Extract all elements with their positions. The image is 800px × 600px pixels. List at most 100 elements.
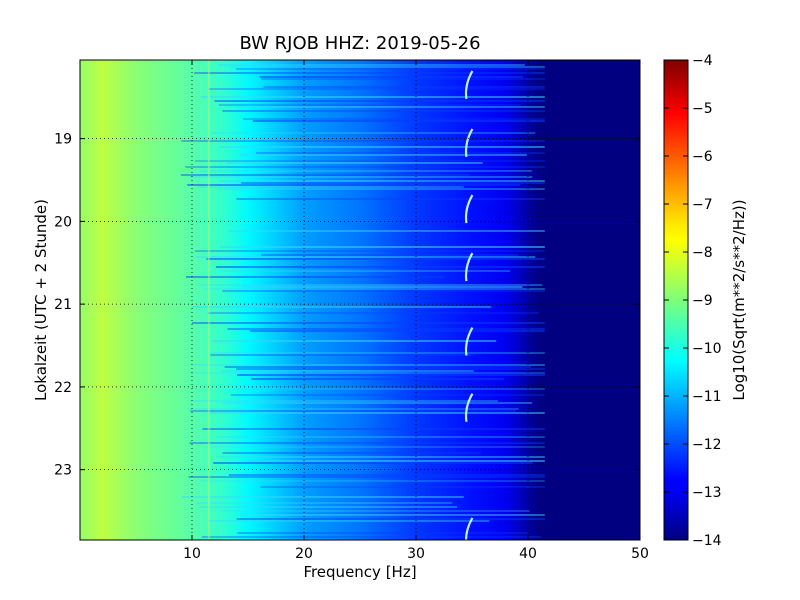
- colorbar-tick-label: −9: [692, 293, 713, 309]
- spectrogram-stripe: [219, 146, 545, 148]
- spectrogram-stripe: [228, 474, 545, 476]
- spectrogram-stripe: [222, 290, 545, 292]
- spectrogram-stripe: [209, 352, 545, 354]
- colorbar-tick-label: −8: [692, 245, 713, 261]
- spectrogram-stripe: [240, 154, 527, 156]
- spectrogram-stripe: [243, 118, 545, 120]
- spectrogram-stripe: [230, 66, 545, 68]
- spectrogram-stripe: [218, 64, 525, 66]
- narrowband-burst: [464, 393, 474, 422]
- spectrogram-stripe: [251, 378, 505, 380]
- spectrogram-stripe: [236, 198, 545, 200]
- spectrogram-stripe: [196, 502, 453, 504]
- chart-title: BW RJOB HHZ: 2019-05-26: [239, 33, 480, 54]
- narrowband-burst: [464, 326, 474, 356]
- colorbar-tick-label: −12: [692, 437, 722, 453]
- y-axis-label: Lokalzeit (UTC + 2 Stunde): [32, 199, 50, 401]
- spectrogram-stripe: [206, 258, 545, 260]
- spectrogram-stripe: [225, 162, 483, 164]
- narrowband-burst: [464, 70, 474, 100]
- spectrogram-stripe: [220, 510, 530, 512]
- spectrogram-stripe: [200, 96, 545, 98]
- spectrogram-stripe: [208, 88, 545, 90]
- x-tick-label: 20: [295, 546, 313, 562]
- spectrogram-stripe: [189, 442, 545, 444]
- spectrogram-stripe: [189, 372, 545, 374]
- plot-area: [80, 60, 640, 540]
- colorbar-tick-label: −5: [692, 101, 713, 117]
- spectrogram-stripe: [194, 160, 545, 162]
- y-tick-label: 22: [54, 380, 72, 396]
- spectrogram-stripe: [213, 462, 533, 464]
- narrowband-burst: [464, 252, 474, 282]
- spectrogram-stripe: [247, 460, 545, 462]
- spectrogram-stripe: [191, 322, 545, 324]
- spectrogram-stripe: [208, 520, 490, 522]
- spectrogram-stripe: [215, 266, 545, 268]
- spectrogram-stripe: [256, 152, 545, 154]
- y-axis: 19 20 21 22 23: [54, 132, 640, 479]
- colorbar: −14 −13 −12 −11 −10 −9 −8 −7 −6 −5 −4 Log10(Sqrt(m…: [663, 53, 748, 549]
- x-tick-label: 50: [631, 546, 649, 562]
- spectrogram-stripe: [232, 388, 545, 390]
- y-tick-label: 23: [54, 463, 72, 479]
- spectrogram-stripe: [212, 340, 497, 342]
- spectrogram-stripe: [230, 394, 545, 396]
- colorbar-tick-label: −14: [692, 533, 722, 549]
- spectrogram-stripe: [185, 166, 545, 168]
- spectrogram-stripe: [200, 480, 545, 482]
- spectrogram-stripes: [180, 64, 545, 538]
- spectrogram-stripe: [236, 368, 545, 370]
- x-tick-label: 30: [407, 546, 425, 562]
- colorbar-label: Log10(Sqrt(m**2/s**2/Hz)): [730, 199, 748, 400]
- spectrogram-stripe: [187, 408, 519, 410]
- spectrogram-stripe: [263, 86, 545, 88]
- spectrogram-stripe: [227, 328, 545, 330]
- spectrogram-stripe: [218, 180, 545, 182]
- spectrogram-stripe: [250, 330, 545, 332]
- spectrogram-stripe: [237, 106, 545, 108]
- spectrogram-stripe: [181, 140, 545, 142]
- spectrogram-stripe: [237, 374, 545, 376]
- spectrogram-stripe: [207, 412, 545, 414]
- narrowband-line: [207, 60, 210, 540]
- spectrogram-stripe: [240, 514, 545, 516]
- spectrogram-stripe: [196, 256, 536, 258]
- spectrogram-stripe: [236, 518, 545, 520]
- y-tick-label: 20: [54, 214, 72, 230]
- grid-lines: [80, 60, 640, 540]
- spectrogram-stripe: [216, 436, 545, 438]
- spectrogram-stripe: [222, 402, 533, 404]
- spectrogram-stripe: [217, 188, 545, 190]
- spectrogram-stripe: [191, 400, 499, 402]
- spectrogram-stripe: [207, 312, 539, 314]
- spectrogram-stripe: [216, 456, 545, 458]
- spectrogram-stripe: [261, 254, 519, 256]
- spectrogram-stripe: [201, 536, 541, 538]
- spectrogram-features: [207, 60, 474, 540]
- colorbar-tick-label: −7: [692, 197, 713, 213]
- spectrogram-stripe: [193, 364, 545, 366]
- spectrogram-stripe: [185, 276, 445, 278]
- colorbar-ticks: −14 −13 −12 −11 −10 −9 −8 −7 −6 −5 −4: [664, 53, 722, 549]
- narrowband-burst: [464, 517, 474, 540]
- spectrogram-stripe: [194, 250, 545, 252]
- narrowband-burst: [464, 194, 474, 224]
- spectrogram-stripe: [224, 366, 532, 368]
- spectrogram-stripe: [202, 428, 545, 430]
- spectrogram-stripe: [199, 506, 458, 508]
- x-axis-label: Frequency [Hz]: [303, 563, 416, 581]
- spectrogram-stripe: [252, 120, 545, 122]
- spectrogram-stripe: [199, 284, 543, 286]
- spectrogram-stripe: [196, 186, 464, 188]
- plot-frame: [79, 59, 641, 541]
- x-axis: 10 20 30 40 50: [183, 60, 649, 562]
- spectrogram-stripe: [214, 100, 545, 102]
- spectrogram-stripe: [222, 110, 545, 112]
- spectrogram-stripe: [221, 370, 474, 372]
- colorbar-tick-label: −4: [692, 53, 713, 69]
- x-tick-label: 40: [519, 546, 537, 562]
- spectrogram-stripe: [220, 246, 545, 248]
- spectrogram-stripe: [190, 410, 516, 412]
